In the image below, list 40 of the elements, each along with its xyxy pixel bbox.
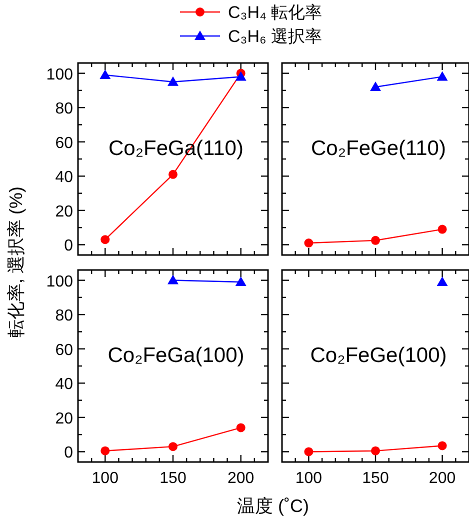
y-tick-label: 40 (55, 376, 74, 394)
point (304, 238, 314, 248)
y-tick-label: 20 (55, 410, 74, 428)
point (438, 441, 447, 450)
x-tick-label: 200 (228, 470, 254, 487)
y-tick-label: 20 (55, 203, 74, 220)
y-axis-title: 転化率, 選択率 (%) (6, 186, 26, 338)
point (438, 224, 447, 234)
y-tick-label: 80 (55, 308, 74, 325)
y-tick-label: 40 (55, 169, 74, 186)
y-tick-label: 0 (64, 444, 74, 462)
point (100, 70, 111, 79)
annotation: Co₂FeGe(100) (310, 344, 447, 367)
y-tick-label: 100 (46, 273, 74, 290)
point (100, 235, 110, 244)
x-tick-label: 200 (428, 470, 456, 487)
x-tick-label: 100 (92, 470, 119, 487)
y-tick-label: 60 (55, 342, 74, 359)
annotation: Co₂FeGe(110) (311, 137, 446, 160)
point (304, 447, 314, 456)
y-tick-label: 0 (64, 238, 74, 255)
x-tick-label: 150 (160, 470, 186, 487)
x-tick-label: 150 (362, 470, 389, 487)
point (100, 446, 110, 456)
point (371, 446, 380, 456)
point (236, 423, 246, 432)
legend-label: C₃H₆ 選択率 (228, 27, 322, 46)
x-tick-label: 100 (295, 470, 322, 487)
annotation: Co₂FeGa(100) (108, 344, 244, 367)
y-tick-label: 60 (55, 134, 74, 152)
legend-label: C₃H₄ 転化率 (228, 3, 322, 22)
y-tick-label: 100 (46, 66, 74, 84)
point (371, 236, 380, 245)
point (436, 276, 448, 286)
point (168, 170, 178, 179)
x-axis-title: 温度 (˚C) (237, 496, 309, 516)
point (235, 71, 246, 81)
y-tick-label: 80 (55, 100, 74, 118)
point (168, 76, 178, 86)
point (168, 442, 178, 452)
